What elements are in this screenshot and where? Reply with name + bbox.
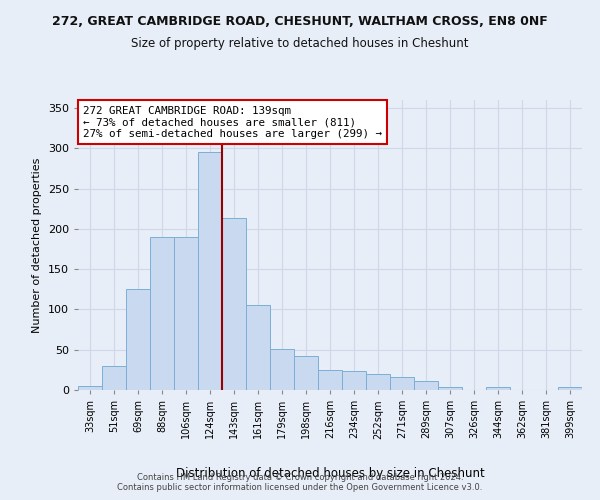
Bar <box>150 237 174 390</box>
Bar <box>318 370 342 390</box>
Text: Distribution of detached houses by size in Cheshunt: Distribution of detached houses by size … <box>176 467 484 480</box>
Bar <box>270 349 294 390</box>
Bar <box>102 366 126 390</box>
Bar <box>414 381 438 390</box>
Bar <box>366 374 390 390</box>
Bar <box>342 370 366 390</box>
Bar <box>78 386 102 390</box>
Bar <box>390 377 414 390</box>
Bar <box>222 218 246 390</box>
Text: Contains HM Land Registry data © Crown copyright and database right 2024.
Contai: Contains HM Land Registry data © Crown c… <box>118 473 482 492</box>
Text: 272 GREAT CAMBRIDGE ROAD: 139sqm
← 73% of detached houses are smaller (811)
27% : 272 GREAT CAMBRIDGE ROAD: 139sqm ← 73% o… <box>83 106 382 139</box>
Bar <box>126 290 150 390</box>
Bar <box>174 237 198 390</box>
Bar <box>558 387 582 390</box>
Bar <box>294 356 318 390</box>
Bar <box>438 387 462 390</box>
Bar <box>486 387 510 390</box>
Text: 272, GREAT CAMBRIDGE ROAD, CHESHUNT, WALTHAM CROSS, EN8 0NF: 272, GREAT CAMBRIDGE ROAD, CHESHUNT, WAL… <box>52 15 548 28</box>
Y-axis label: Number of detached properties: Number of detached properties <box>32 158 42 332</box>
Text: Size of property relative to detached houses in Cheshunt: Size of property relative to detached ho… <box>131 38 469 51</box>
Bar <box>198 152 222 390</box>
Bar <box>246 304 270 390</box>
